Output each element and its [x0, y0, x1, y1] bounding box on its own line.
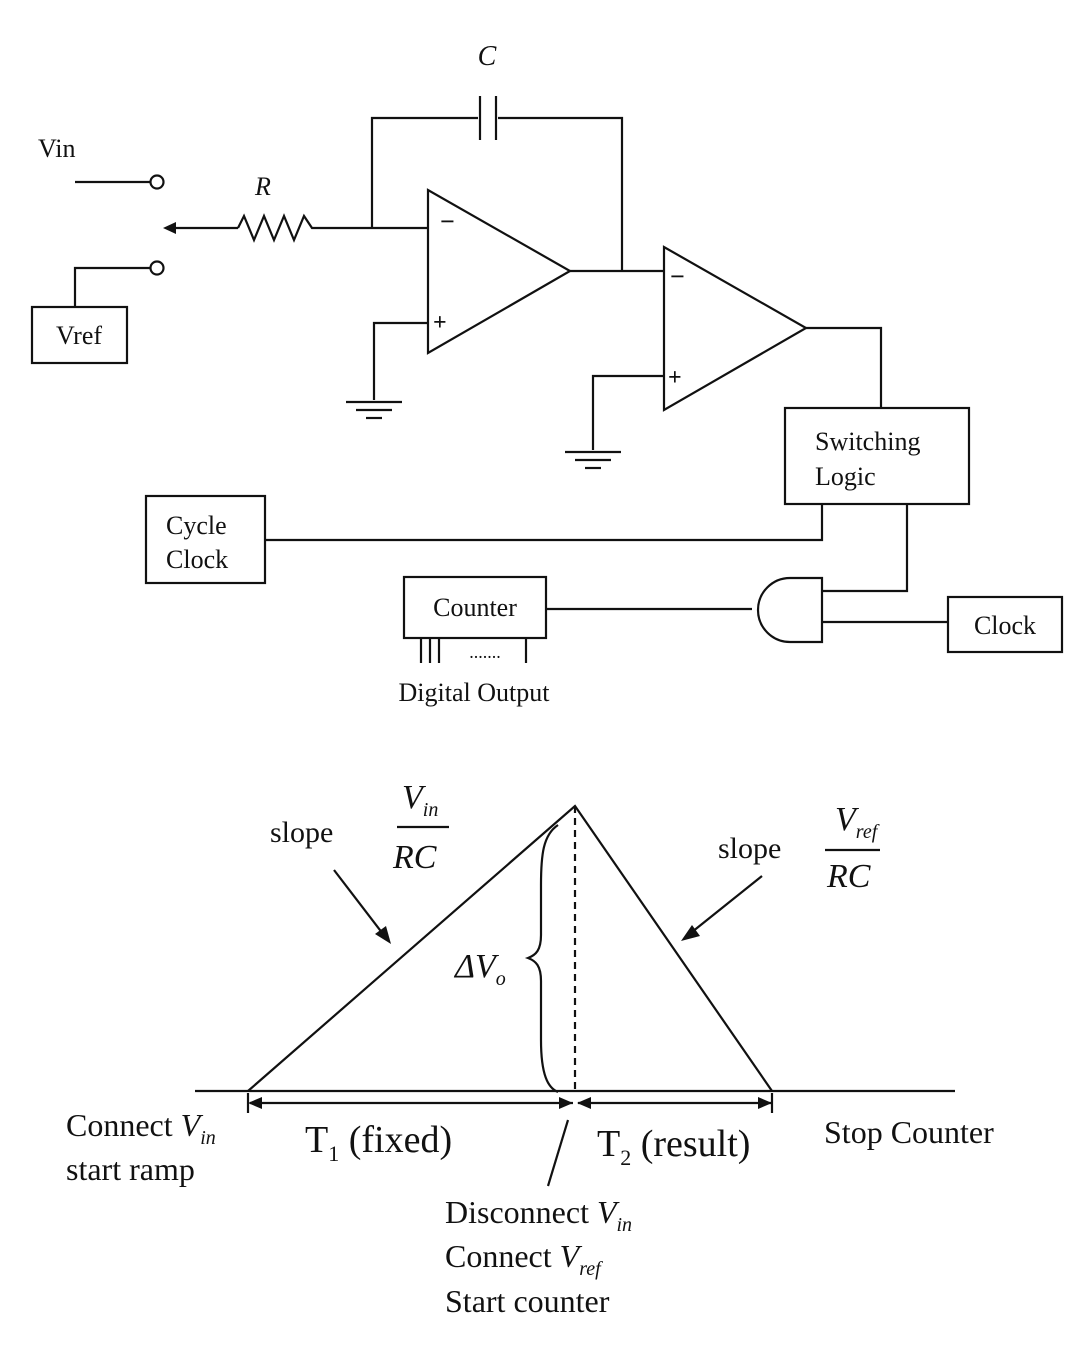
t1-arrowhead-left — [248, 1097, 262, 1109]
resistor-r — [237, 213, 428, 243]
vin-label: Vin — [38, 134, 75, 163]
integrator-plus-sign: + — [433, 310, 447, 336]
bottom-annotation-leader — [546, 1119, 570, 1187]
timing-diagram: ΔVo slope Vin RC slope Vref RC T1 (fixed… — [66, 779, 994, 1319]
disconnect-vin-label: Disconnect Vin — [445, 1194, 632, 1236]
slope-left-arrow — [333, 869, 384, 935]
clock-box — [946, 595, 1064, 654]
comparator-plus-sign: + — [668, 365, 682, 391]
counter-output-pins — [419, 638, 528, 663]
cycle-clock-line1: Cycle — [166, 511, 227, 540]
slope-right-label: slope — [718, 832, 781, 865]
ground-symbol-1 — [346, 400, 402, 420]
t1-label: T1 (fixed) — [305, 1119, 452, 1166]
cycle-clock-line2: Clock — [166, 545, 228, 574]
counter-label: Counter — [433, 593, 517, 622]
stop-counter-label: Stop Counter — [824, 1114, 994, 1150]
t2-arrowhead-left — [577, 1097, 591, 1109]
slope-left-label: slope — [270, 816, 333, 849]
comparator-output-wire — [806, 326, 883, 408]
vref-terminal — [149, 260, 165, 276]
and-gate — [756, 576, 824, 644]
t1-arrowhead-right — [559, 1097, 573, 1109]
connect-vin-label: Connect Vin — [66, 1107, 216, 1149]
vref-box-label: Vref — [56, 321, 102, 350]
vin-terminal — [149, 174, 165, 190]
vref-wire — [73, 266, 150, 308]
integrator-ground-wire — [372, 321, 428, 400]
switch-arrowhead — [163, 222, 176, 234]
slope-right-arrow — [691, 875, 763, 933]
cycle-clock-wire — [265, 504, 824, 542]
counter-pins-ellipsis: ....... — [469, 642, 501, 662]
delta-v-brace — [524, 824, 559, 1094]
resistor-label: R — [254, 172, 271, 201]
switching-logic-line1: Switching — [815, 427, 920, 456]
slope-right-numerator: Vref — [835, 801, 880, 843]
slope-right-denominator: RC — [826, 858, 871, 895]
slope-left-denominator: RC — [392, 839, 437, 876]
vref-box — [30, 305, 129, 365]
slope-left-numerator: Vin — [402, 779, 438, 821]
start-counter-label: Start counter — [445, 1283, 610, 1319]
t2-label: T2 (result) — [597, 1123, 750, 1170]
comparator-minus-sign: − — [670, 262, 685, 291]
clock-label: Clock — [974, 611, 1036, 640]
comparator-opamp — [662, 245, 809, 412]
start-ramp-label: start ramp — [66, 1151, 195, 1187]
digital-output-label: Digital Output — [399, 678, 551, 707]
delta-v-label: ΔVo — [453, 948, 506, 990]
connect-vref-label: Connect Vref — [445, 1238, 603, 1280]
integrator-opamp — [426, 188, 573, 355]
integrator-minus-sign: − — [440, 207, 455, 236]
switching-logic-box — [783, 406, 971, 506]
logic-to-and-wire — [822, 504, 909, 593]
switching-logic-line2: Logic — [815, 462, 876, 491]
t2-arrowhead-right — [758, 1097, 772, 1109]
slope-right-arrowhead — [681, 925, 700, 941]
comparator-ground-wire — [591, 374, 664, 450]
capacitor-right-wire — [498, 116, 624, 271]
circuit-diagram: Vin Vref R C − + − + — [30, 41, 1064, 707]
counter-box — [402, 575, 548, 640]
capacitor-label: C — [478, 41, 497, 72]
ground-symbol-2 — [565, 450, 621, 470]
capacitor-left-wire — [370, 116, 478, 228]
slope-left-arrowhead — [375, 926, 391, 944]
